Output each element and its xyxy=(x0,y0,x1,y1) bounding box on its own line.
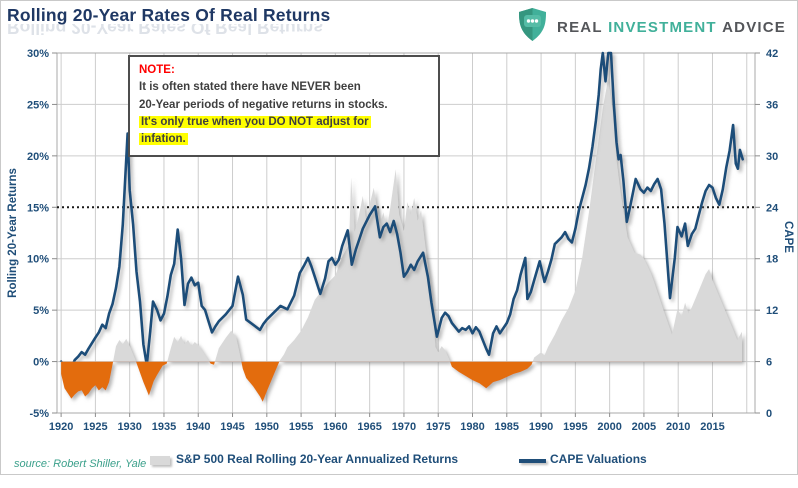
brand-word-real: REAL xyxy=(557,18,603,36)
right-axis-tick-label: 6 xyxy=(766,357,772,369)
shield-dots-icon xyxy=(517,7,548,47)
legend-label-cape: CAPE Valuations xyxy=(550,452,647,466)
note-highlight-line-2: infation. xyxy=(139,133,188,145)
x-axis-tick-label: 1935 xyxy=(152,421,176,433)
left-axis-tick-label: 20% xyxy=(27,151,49,163)
x-axis-tick-label: 1985 xyxy=(495,421,519,433)
left-axis-title: Rolling 20-Year Returns xyxy=(7,168,19,298)
x-axis-tick-label: 1925 xyxy=(83,421,107,433)
left-axis-tick-label: 25% xyxy=(27,99,49,111)
legend-swatch-cape-line xyxy=(519,459,546,463)
left-axis-tick-label: 10% xyxy=(27,254,49,266)
right-axis-tick-label: 42 xyxy=(766,48,778,60)
right-axis-tick-label: 18 xyxy=(766,254,778,266)
sp500-area-series xyxy=(113,77,742,362)
right-axis-tick-label: 0 xyxy=(766,408,772,420)
note-line-2: 20-Year periods of negative returns in s… xyxy=(139,98,388,111)
x-axis-tick-label: 1970 xyxy=(392,421,416,433)
brand-logo: REAL INVESTMENT ADVICE xyxy=(517,7,786,47)
brand-wordmark: REAL INVESTMENT ADVICE xyxy=(557,19,786,36)
note-line-1: It is often stated there have NEVER been xyxy=(139,81,361,94)
x-axis-tick-label: 1955 xyxy=(289,421,313,433)
x-axis-tick-label: 1965 xyxy=(357,421,381,433)
page-title: Rolling 20-Year Rates Of Real Returns xyxy=(7,5,331,25)
note-annotation-box: NOTE: It is often stated there have NEVE… xyxy=(128,55,440,158)
x-axis-tick-label: 1980 xyxy=(460,421,484,433)
right-axis-tick-label: 36 xyxy=(766,99,778,111)
x-axis-tick-label: 1945 xyxy=(220,421,244,433)
x-axis-tick-label: 2015 xyxy=(700,421,724,433)
x-axis-tick-label: 2005 xyxy=(632,421,656,433)
left-axis-tick-label: 15% xyxy=(27,202,49,214)
left-axis-tick-label: -5% xyxy=(29,408,49,420)
left-axis-tick-label: 0% xyxy=(33,357,49,369)
source-attribution: source: Robert Shiller, Yale xyxy=(14,458,147,470)
cape-line-series xyxy=(59,51,744,362)
right-axis-title: CAPE xyxy=(782,221,794,253)
right-axis-tick-label: 30 xyxy=(766,151,778,163)
x-axis-tick-label: 2010 xyxy=(666,421,690,433)
x-axis-tick-label: 2000 xyxy=(597,421,621,433)
x-axis-tick-label: 1950 xyxy=(255,421,279,433)
note-highlight-line-1: It's only true when you DO NOT adjust fo… xyxy=(139,115,371,128)
x-axis-tick-label: 1940 xyxy=(186,421,210,433)
legend-label-sp500: S&P 500 Real Rolling 20-Year Annualized … xyxy=(176,452,459,466)
right-axis-tick-label: 12 xyxy=(766,305,778,317)
x-axis-tick-label: 1990 xyxy=(529,421,553,433)
legend-swatch-sp500-area xyxy=(150,456,170,465)
right-axis-tick-label: 24 xyxy=(766,202,779,214)
axis-tick-marks xyxy=(52,52,760,417)
left-axis-tick-label: 5% xyxy=(33,305,49,317)
note-heading: NOTE: xyxy=(139,64,175,76)
brand-word-advice: ADVICE xyxy=(722,18,786,36)
plot-border xyxy=(56,52,756,414)
x-axis-tick-label: 1975 xyxy=(426,421,450,433)
x-axis-tick-label: 1920 xyxy=(49,421,73,433)
left-axis-tick-label: 30% xyxy=(27,48,49,60)
x-axis-tick-label: 1960 xyxy=(323,421,347,433)
brand-word-investment: INVESTMENT xyxy=(608,18,717,36)
x-axis-tick-label: 1995 xyxy=(563,421,587,433)
x-axis-tick-label: 1930 xyxy=(117,421,141,433)
